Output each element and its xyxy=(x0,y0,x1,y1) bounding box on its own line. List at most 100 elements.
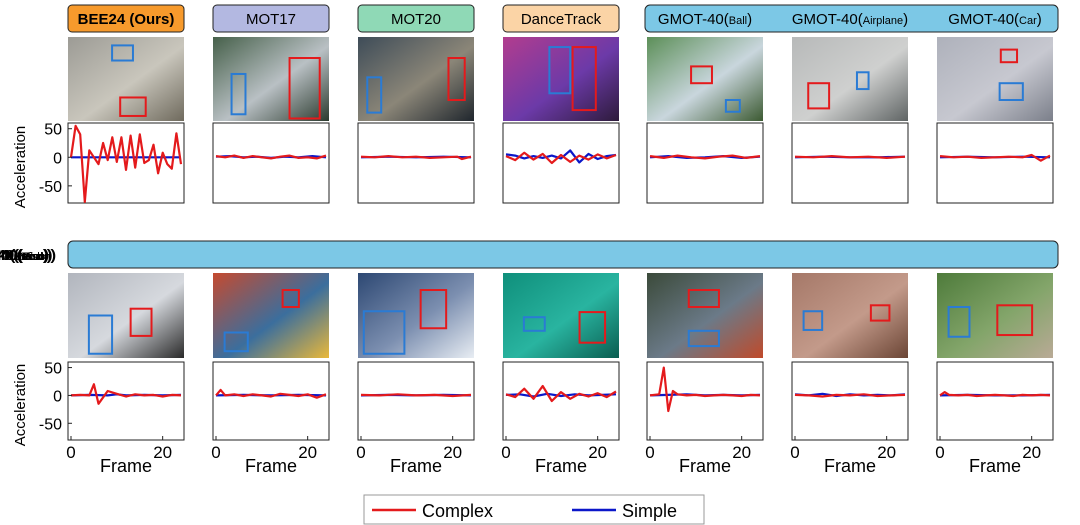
y-tick-label: 50 xyxy=(44,122,62,139)
thumbnail-image xyxy=(503,273,619,358)
header-mot20: MOT20 xyxy=(357,4,475,33)
header-label-gmot-40-car: GMOT-40(Car) xyxy=(948,11,1042,28)
thumbnail-dancetrack xyxy=(503,37,619,121)
plot-frame xyxy=(791,122,909,204)
header-label: BEE24 (Ours) xyxy=(78,11,175,28)
thumbnail-gmot-40-boat xyxy=(358,273,474,358)
plot-frame xyxy=(212,361,330,441)
header-box xyxy=(67,240,1059,269)
header-label-gmot-40-balloon: GMOT-40(Balloon) xyxy=(0,247,56,264)
complex-box xyxy=(690,65,713,85)
simple-box xyxy=(802,310,824,331)
header-label-gmot-40-fish: GMOT-40(Fish) xyxy=(0,247,48,264)
header-box xyxy=(67,4,185,33)
plot-bee24-ours: 50 0 -50 Acceleration xyxy=(12,122,185,209)
header-label-gmot-40-ball: GMOT-40(Ball) xyxy=(658,11,752,28)
series-line-complex xyxy=(939,391,1051,398)
x-tick-label: 0 xyxy=(790,443,799,462)
header-box xyxy=(502,4,620,33)
simple-box xyxy=(947,306,971,338)
thumbnail-image xyxy=(213,273,329,358)
thumbnail-mot20 xyxy=(358,37,474,121)
simple-box xyxy=(998,82,1024,101)
y-axis-label: Acceleration xyxy=(12,126,29,209)
thumbnail-gmot-40-fish xyxy=(503,273,619,358)
thumbnail-image xyxy=(213,37,329,121)
series-line-complex xyxy=(360,393,472,398)
x-tick-label: 0 xyxy=(935,443,944,462)
header-label-gmot-40-insect: GMOT-40(Insect) xyxy=(0,247,53,264)
header-label-gmot-40-airplane: GMOT-40(Airplane) xyxy=(792,11,908,28)
thumbnail-image xyxy=(358,273,474,358)
y-tick-label: 0 xyxy=(53,388,62,405)
thumbnail-gmot-40-balloon xyxy=(213,273,329,358)
plot-frame xyxy=(791,361,909,441)
complex-box xyxy=(996,304,1034,337)
x-axis-label: Frame xyxy=(245,456,297,476)
x-axis-label: Frame xyxy=(969,456,1021,476)
simple-box xyxy=(724,99,741,113)
plot-gmot-40-car xyxy=(936,122,1054,204)
simple-box xyxy=(362,310,406,355)
x-axis-label: Frame xyxy=(824,456,876,476)
x-tick-label: 0 xyxy=(501,443,510,462)
plot-mot17 xyxy=(212,122,330,204)
x-tick-label: 0 xyxy=(66,443,75,462)
series-line-complex xyxy=(649,366,761,413)
legend-label-complex: Complex xyxy=(422,501,493,521)
complex-box xyxy=(288,57,321,120)
series-line-complex xyxy=(794,155,906,159)
plot-frame xyxy=(502,361,620,441)
plot-frame xyxy=(67,361,185,441)
complex-box xyxy=(869,304,891,322)
plot-mot20 xyxy=(357,122,475,204)
thumbnail-mot17 xyxy=(213,37,329,121)
plot-gmot-40-airplane xyxy=(791,122,909,204)
series-line-complex xyxy=(794,393,906,398)
header-box xyxy=(644,4,1059,33)
thumbnail-gmot-40-ball xyxy=(647,37,763,121)
y-tick-label: -50 xyxy=(39,416,62,433)
thumbnail-image xyxy=(937,273,1053,358)
thumbnail-gmot-40-person xyxy=(647,273,763,358)
x-axis-label: Frame xyxy=(390,456,442,476)
legend: Complex Simple xyxy=(363,494,705,525)
complex-box xyxy=(999,48,1019,64)
complex-box xyxy=(281,289,300,308)
complex-box xyxy=(687,289,720,308)
x-tick-label: 20 xyxy=(298,443,317,462)
thumbnail-image xyxy=(792,37,908,121)
thumbnail-image xyxy=(792,273,908,358)
simple-box xyxy=(111,44,134,62)
header-box xyxy=(212,4,330,33)
simple-box xyxy=(522,316,546,332)
plot-frame xyxy=(357,361,475,441)
complex-box xyxy=(447,57,466,101)
header-label: MOT17 xyxy=(246,11,296,28)
header-bee24-ours: BEE24 (Ours) xyxy=(67,4,185,33)
x-tick-label: 0 xyxy=(645,443,654,462)
simple-box xyxy=(366,76,383,114)
header-dancetrack: DanceTrack xyxy=(502,4,620,33)
plot-gmot-40-ball xyxy=(646,122,764,204)
header-label-gmot-40-bird: GMOT-40(Bird) xyxy=(0,247,48,264)
header-label: DanceTrack xyxy=(521,11,602,28)
simple-box xyxy=(687,329,720,348)
thumbnail-image xyxy=(68,37,184,121)
series-line-complex xyxy=(649,154,761,160)
x-tick-label: 20 xyxy=(153,443,172,462)
header-gmot40-group: GMOT-40(Bird)GMOT-40(Balloon)GMOT-40(Boa… xyxy=(0,240,1059,269)
complex-box xyxy=(119,96,147,117)
thumbnail-image xyxy=(68,273,184,358)
header-label: MOT20 xyxy=(391,11,441,28)
y-axis-label: Acceleration xyxy=(12,364,29,447)
thumbnail-image xyxy=(503,37,619,121)
plot-frame xyxy=(936,122,1054,204)
series-line-complex xyxy=(70,383,182,405)
x-tick-label: 20 xyxy=(443,443,462,462)
y-tick-label: 0 xyxy=(53,150,62,167)
